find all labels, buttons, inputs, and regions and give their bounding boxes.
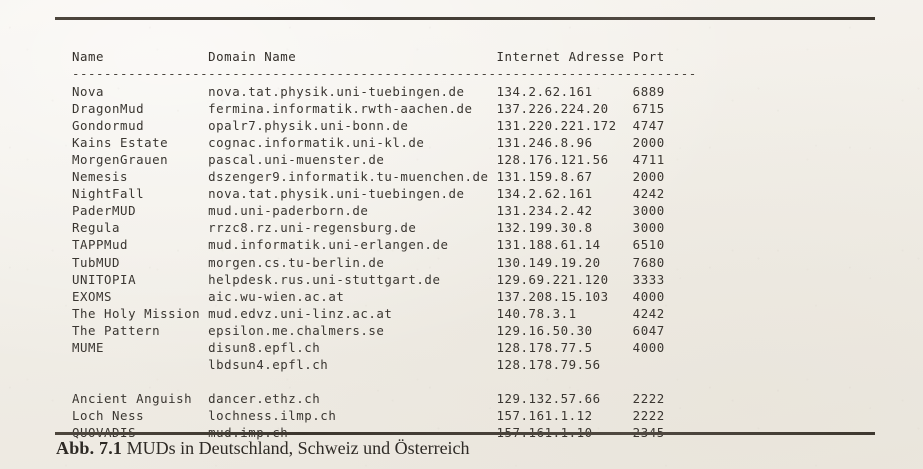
table-row: Kains Estate cognac.informatik.uni-kl.de… [72, 134, 665, 150]
table-header-separator: ----------------------------------------… [72, 66, 697, 82]
table-row: The Holy Mission mud.edvz.uni-linz.ac.at… [72, 305, 665, 321]
table-row: Ancient Anguish dancer.ethz.ch 129.132.5… [72, 391, 665, 407]
table-row: Gondormud opalr7.physik.uni-bonn.de 131.… [72, 117, 665, 133]
table-row: MorgenGrauen pascal.uni-muenster.de 128.… [72, 151, 665, 167]
table-row: The Pattern epsilon.me.chalmers.se 129.1… [72, 322, 665, 338]
table-row: MUME disun8.epfl.ch 128.178.77.5 4000 [72, 339, 665, 355]
table-row: TAPPMud mud.informatik.uni-erlangen.de 1… [72, 237, 665, 253]
table-row: PaderMUD mud.uni-paderborn.de 131.234.2.… [72, 203, 665, 219]
table-row: EXOMS aic.wu-wien.ac.at 137.208.15.103 4… [72, 288, 665, 304]
table-row: DragonMud fermina.informatik.rwth-aachen… [72, 100, 665, 116]
table-row: Nova nova.tat.physik.uni-tuebingen.de 13… [72, 83, 665, 99]
top-horizontal-rule [55, 17, 875, 20]
figure-caption: Abb. 7.1 MUDs in Deutschland, Schweiz un… [56, 438, 470, 459]
table-blank-row [72, 373, 697, 390]
table-row: Nemesis dszenger9.informatik.tu-muenchen… [72, 169, 665, 185]
mud-listing-table: Name Domain Name Internet Adresse Port --… [72, 48, 697, 441]
table-row: Regula rrzc8.rz.uni-regensburg.de 132.19… [72, 220, 665, 236]
bottom-horizontal-rule [55, 432, 875, 435]
table-row: TubMUD morgen.cs.tu-berlin.de 130.149.19… [72, 254, 665, 270]
table-row: Loch Ness lochness.ilmp.ch 157.161.1.12 … [72, 408, 665, 424]
figure-caption-text: MUDs in Deutschland, Schweiz und Österre… [126, 438, 470, 458]
table-row: NightFall nova.tat.physik.uni-tuebingen.… [72, 186, 665, 202]
table-header-row: Name Domain Name Internet Adresse Port [72, 49, 665, 65]
table-row: lbdsun4.epfl.ch 128.178.79.56 [72, 357, 601, 373]
table-row: UNITOPIA helpdesk.rus.uni-stuttgart.de 1… [72, 271, 665, 287]
figure-number: Abb. 7.1 [56, 438, 123, 458]
